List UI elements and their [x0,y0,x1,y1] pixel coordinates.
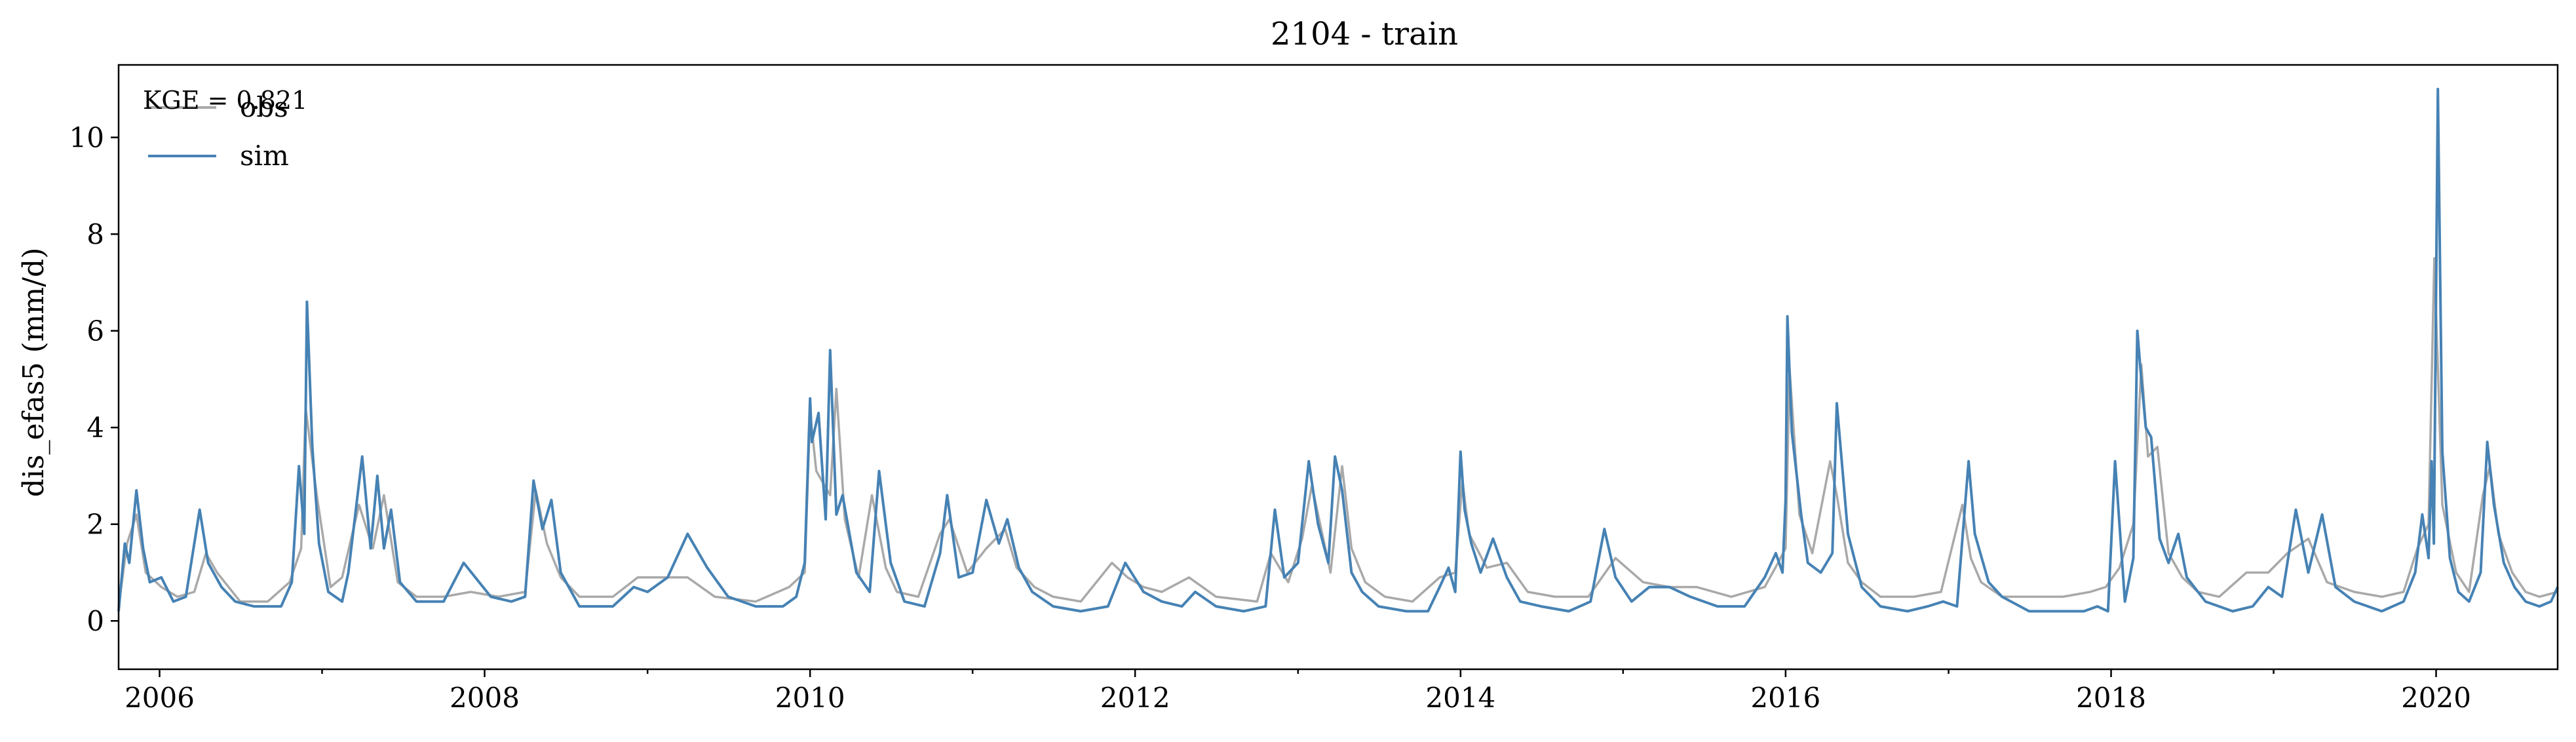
y-tick-label: 10 [69,122,104,154]
y-ticks: 0 2 4 6 8 10 [69,122,119,637]
y-tick-label: 4 [87,412,104,444]
y-tick-label: 0 [87,605,104,637]
x-tick-label: 2008 [450,682,520,714]
legend-label-sim: sim [240,140,289,172]
series-line-obs [117,257,2558,607]
y-tick-label: 2 [87,509,104,541]
kge-annotation: KGE = 0.821 [143,86,307,115]
legend: obs sim [148,91,289,172]
x-ticks: 2006 2008 2010 2012 2014 2016 2018 2020 [125,669,2471,714]
x-tick-label: 2020 [2401,682,2471,714]
legend-label-obs: obs [240,91,288,123]
x-tick-label: 2014 [1425,682,1495,714]
x-tick-label: 2018 [2076,682,2146,714]
x-tick-label: 2010 [775,682,845,714]
y-tick-label: 6 [87,315,104,347]
series-line-sim [117,87,2559,613]
x-tick-label: 2016 [1750,682,1820,714]
plot-frame [117,64,2559,671]
x-tick-label: 2006 [125,682,195,714]
y-axis-label: dis_efas5 (mm/d) [17,248,50,498]
y-tick-label: 8 [87,218,104,250]
series-layer [117,87,2559,613]
chart-title: 2104 - train [1271,16,1458,52]
x-tick-label: 2012 [1100,682,1170,714]
